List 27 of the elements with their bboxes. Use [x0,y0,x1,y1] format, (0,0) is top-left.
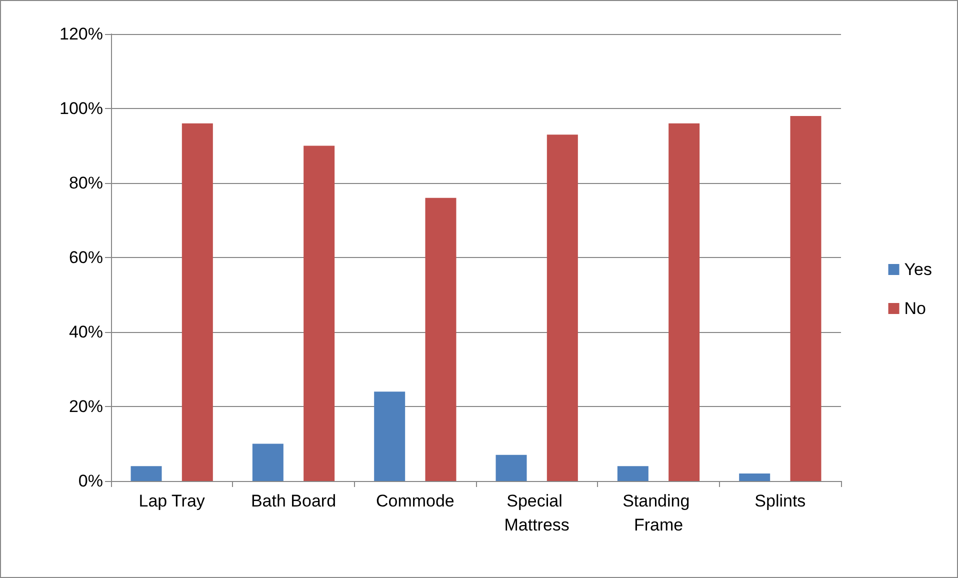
x-tick-label: Bath Board [250,492,336,510]
x-tick-label: Splints [754,492,806,510]
x-tick-label: Special Mattress [504,492,570,534]
bar [668,123,700,481]
bar [130,466,162,481]
y-tick-label: 100% [60,99,103,118]
bar [790,116,822,481]
legend-label: Yes [904,260,932,279]
bar [182,123,213,481]
bar [617,466,648,481]
y-tick-label: 60% [68,248,103,267]
y-tick-label: 20% [68,397,103,416]
bar [252,444,284,481]
bar [739,474,770,481]
bar [374,392,406,481]
y-tick-label: 120% [60,24,103,44]
x-tick-label: Lap Tray [138,492,206,510]
y-tick-label: 0% [78,472,103,490]
bar [304,146,335,481]
legend-label: No [904,299,926,318]
bar [496,454,527,481]
y-tick-label: 80% [68,174,103,192]
bar [546,134,578,481]
x-tick-label: Commode [376,492,454,510]
x-tick-label: Standing Frame [622,492,694,534]
y-tick-label: 40% [68,322,103,342]
bar [425,198,456,481]
